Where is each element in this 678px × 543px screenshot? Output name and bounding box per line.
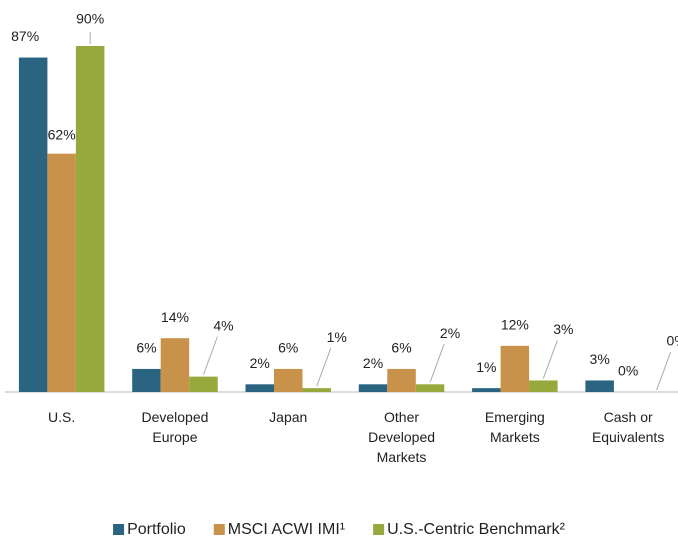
value-label: 2% xyxy=(363,355,383,371)
value-label: 0% xyxy=(667,333,678,349)
bar xyxy=(387,368,416,392)
value-label: 1% xyxy=(476,359,496,375)
legend-label: MSCI ACWI IMI¹ xyxy=(228,521,345,538)
x-tick-label: Other Developed Markets xyxy=(368,409,436,465)
x-tick-label: Japan xyxy=(269,409,308,425)
value-label: 4% xyxy=(213,317,233,333)
value-label: 0% xyxy=(618,363,638,379)
bar xyxy=(132,368,161,392)
value-label: 6% xyxy=(136,340,156,356)
value-label: 2% xyxy=(250,355,270,371)
bar xyxy=(358,384,388,392)
value-label: 3% xyxy=(553,321,573,337)
bar xyxy=(472,388,501,392)
leader-line xyxy=(202,336,218,375)
leader-line xyxy=(542,340,558,379)
value-label: 6% xyxy=(278,340,298,356)
legend-label: U.S.-Centric Benchmark² xyxy=(387,521,565,538)
bar xyxy=(75,46,105,392)
x-tick-label: Developed Europe xyxy=(141,409,209,445)
leader-line xyxy=(656,351,672,391)
value-label: 3% xyxy=(590,351,610,367)
bar xyxy=(18,57,48,393)
value-label: 2% xyxy=(440,325,460,341)
leader-line xyxy=(429,344,445,383)
bar xyxy=(189,376,218,392)
bar xyxy=(585,380,614,392)
bar xyxy=(47,153,76,392)
value-label: 90% xyxy=(76,11,104,27)
value-label: 62% xyxy=(48,126,76,142)
value-label: 87% xyxy=(11,28,39,44)
value-label: 12% xyxy=(501,317,529,333)
legend-swatch xyxy=(113,524,125,535)
x-tick-label: Cash or Equivalents xyxy=(591,409,665,445)
value-label: 1% xyxy=(327,329,347,345)
legend-label: Portfolio xyxy=(127,521,186,538)
legend-swatch xyxy=(373,524,385,535)
leader-line xyxy=(316,347,332,387)
bar xyxy=(529,380,558,392)
bar xyxy=(415,384,445,392)
bar xyxy=(245,384,274,392)
bar xyxy=(302,388,331,392)
value-label: 6% xyxy=(391,340,411,356)
bar xyxy=(500,345,530,392)
legend-swatch xyxy=(213,524,225,535)
value-label: 14% xyxy=(161,309,189,325)
x-tick-label: Emerging Markets xyxy=(484,409,545,445)
bar xyxy=(274,368,303,392)
bar xyxy=(160,338,190,392)
x-tick-label: U.S. xyxy=(48,409,76,425)
